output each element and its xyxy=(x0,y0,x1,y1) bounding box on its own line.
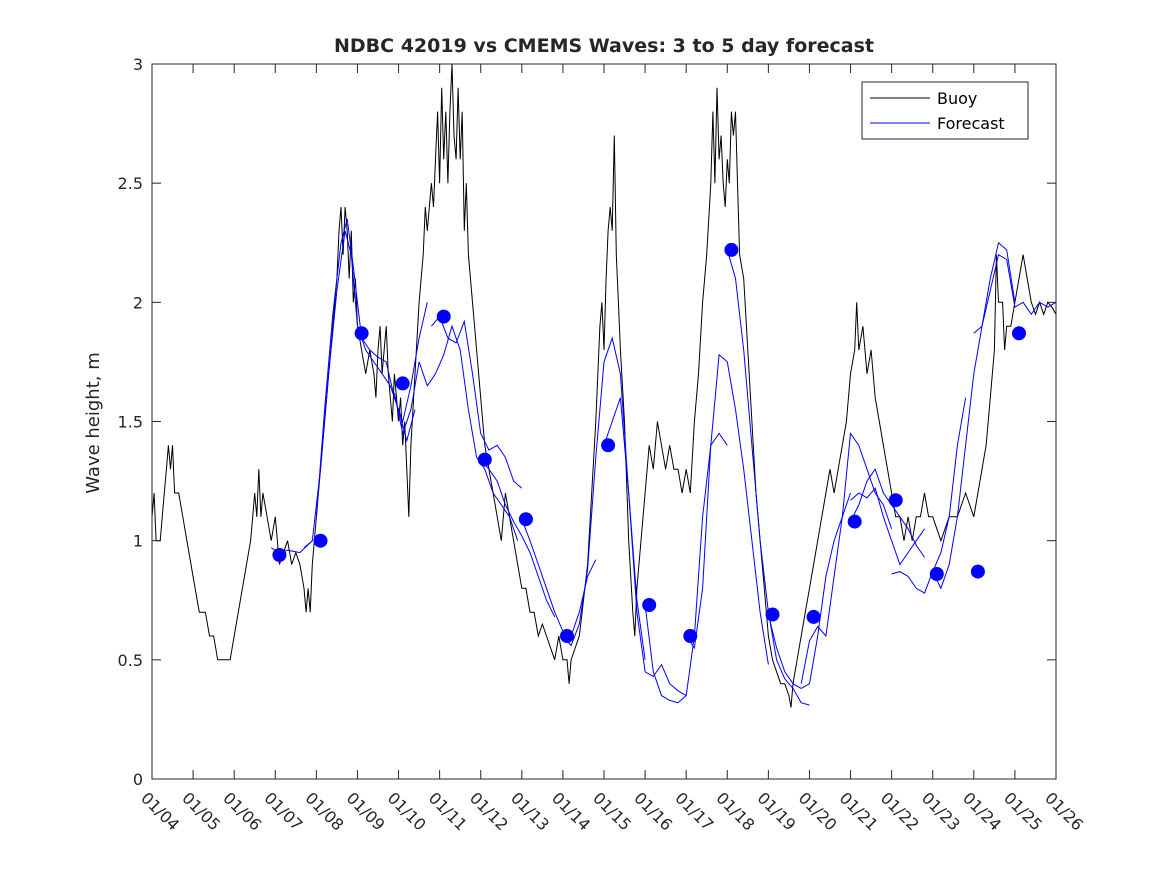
forecast-point-9 xyxy=(601,438,616,453)
forecast-series-line-16 xyxy=(850,487,925,566)
plot-area xyxy=(152,64,1056,708)
forecast-series-line-19 xyxy=(973,253,1056,334)
forecast-point-10 xyxy=(642,598,657,612)
x-tick-label-3: 01/07 xyxy=(260,788,306,834)
legend-label-buoy: Buoy xyxy=(937,89,977,108)
x-tick-label-14: 01/18 xyxy=(712,788,758,834)
forecast-series-line-10 xyxy=(644,432,728,704)
x-tick-label-19: 01/23 xyxy=(918,788,964,834)
forecast-point-3 xyxy=(354,326,369,341)
forecast-point-4 xyxy=(395,376,410,391)
x-tick-label-12: 01/16 xyxy=(630,788,676,834)
forecast-series-line-6 xyxy=(480,459,556,618)
x-tick-label-13: 01/17 xyxy=(671,788,717,834)
forecast-point-11 xyxy=(683,629,698,643)
x-tick-label-6: 01/10 xyxy=(384,788,430,834)
forecast-point-12 xyxy=(724,242,739,257)
forecast-series-line-13 xyxy=(767,492,851,689)
y-tick-label-0: 0 xyxy=(133,770,143,789)
forecast-series-line-7 xyxy=(521,519,597,637)
forecast-series-line-4 xyxy=(393,324,519,541)
legend-box xyxy=(861,81,1029,140)
x-tick-label-15: 01/19 xyxy=(754,788,800,834)
y-tick-label-1: 0.5 xyxy=(118,651,143,670)
x-tick-label-22: 01/26 xyxy=(1041,788,1087,834)
forecast-point-15 xyxy=(847,514,862,529)
forecast-point-8 xyxy=(560,629,574,643)
x-tick-label-16: 01/20 xyxy=(795,788,841,834)
forecast-series-line-18 xyxy=(932,241,1016,590)
forecast-point-19 xyxy=(1012,326,1026,341)
x-tick-label-1: 01/05 xyxy=(178,788,224,834)
forecast-point-1 xyxy=(272,548,287,562)
legend: Buoy Forecast xyxy=(861,81,1029,140)
forecast-point-6 xyxy=(477,452,492,467)
y-tick-label-2: 1 xyxy=(133,532,143,551)
x-tick-label-11: 01/15 xyxy=(589,788,635,834)
forecast-point-5 xyxy=(436,309,451,324)
y-tick-label-5: 2.5 xyxy=(118,174,143,193)
forecast-point-7 xyxy=(518,512,533,527)
x-tick-label-7: 01/11 xyxy=(425,788,471,834)
forecast-point-14 xyxy=(806,609,821,624)
x-tick-label-10: 01/14 xyxy=(548,788,594,834)
x-tick-label-5: 01/09 xyxy=(343,788,389,834)
forecast-point-13 xyxy=(765,607,780,622)
x-tick-label-9: 01/13 xyxy=(507,788,553,834)
forecast-series-line-17 xyxy=(891,397,967,594)
y-tick-label-4: 2 xyxy=(133,293,143,312)
y-axis-label: Wave height, m xyxy=(83,352,104,493)
axes-box xyxy=(151,63,1057,780)
legend-label-forecast: Forecast xyxy=(937,114,1005,133)
x-tick-label-2: 01/06 xyxy=(219,788,265,834)
x-tick-label-18: 01/22 xyxy=(877,788,923,834)
forecast-series-line-15 xyxy=(850,468,925,558)
x-tick-label-0: 01/04 xyxy=(137,788,183,834)
forecast-series-line-14 xyxy=(800,432,893,684)
forecast-series-line-5 xyxy=(431,315,523,489)
buoy-series-line xyxy=(152,64,1056,708)
forecast-point-2 xyxy=(313,533,328,548)
x-tick-label-20: 01/24 xyxy=(959,788,1005,834)
x-tick-label-17: 01/21 xyxy=(836,788,882,834)
forecast-series-line-2 xyxy=(303,230,416,549)
x-tick-label-8: 01/12 xyxy=(466,788,512,834)
forecast-series-line-9 xyxy=(603,397,687,697)
x-tick-label-4: 01/08 xyxy=(302,788,348,834)
y-tick-label-3: 1.5 xyxy=(118,413,143,432)
y-tick-label-6: 3 xyxy=(133,55,143,74)
forecast-series-line-11 xyxy=(685,353,769,665)
forecast-series-line-3 xyxy=(315,218,428,517)
forecast-point-16 xyxy=(888,493,903,508)
chart-title: NDBC 42019 vs CMEMS Waves: 3 to 5 day fo… xyxy=(334,35,874,57)
forecast-point-18 xyxy=(970,564,985,579)
forecast-point-17 xyxy=(929,567,944,581)
x-tick-label-21: 01/25 xyxy=(1000,788,1046,834)
